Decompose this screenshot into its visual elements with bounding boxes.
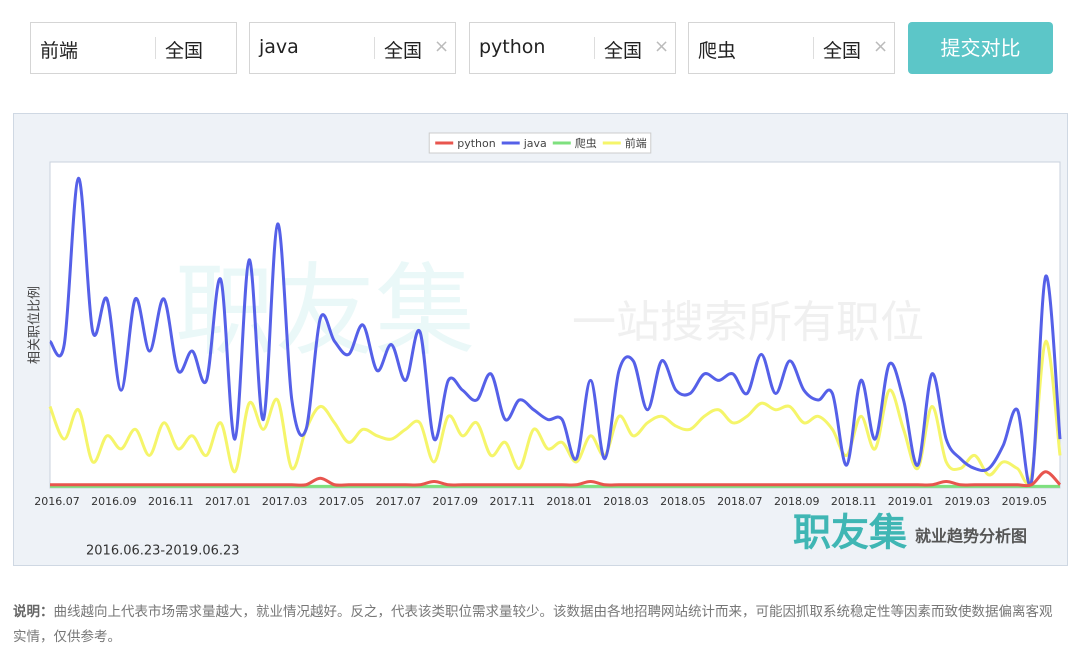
footnote-label: 说明：	[13, 604, 54, 620]
x-tick-label: 2018.01	[546, 495, 592, 508]
brand: 职友集	[793, 511, 907, 555]
x-tick-label: 2016.07	[34, 495, 80, 508]
footnote: 说明：曲线越向上代表市场需求量越大，就业情况越好。反之，代表该类职位需求量较少。…	[13, 600, 1063, 650]
brand-subtitle: 就业趋势分析图	[915, 527, 1027, 546]
x-tick-label: 2017.07	[376, 495, 422, 508]
remove-button[interactable]: ×	[434, 36, 450, 57]
search-box[interactable]: 爬虫 全国 ×	[688, 22, 895, 74]
region[interactable]: 全国	[384, 40, 423, 62]
submit-button[interactable]: 提交对比	[908, 22, 1053, 74]
keyword[interactable]: 前端	[40, 40, 79, 62]
separator	[594, 37, 595, 59]
separator	[374, 37, 375, 59]
series-line	[48, 339, 1062, 485]
x-tick-label: 2018.05	[660, 495, 706, 508]
x-tick-label: 2016.09	[91, 495, 137, 508]
footnote-text: 曲线越向上代表市场需求量越大，就业情况越好。反之，代表该类职位需求量较少。该数据…	[13, 604, 1053, 645]
legend-label: java	[523, 137, 547, 150]
keyword[interactable]: 爬虫	[698, 40, 737, 62]
x-tick-label: 2018.03	[603, 495, 649, 508]
keyword[interactable]: java	[259, 36, 299, 58]
separator	[155, 37, 156, 59]
x-tick-label: 2019.03	[945, 495, 991, 508]
series-line	[48, 176, 1062, 487]
region[interactable]: 全国	[823, 40, 862, 62]
search-box[interactable]: python 全国 ×	[469, 22, 676, 74]
region[interactable]: 全国	[165, 40, 204, 62]
x-tick-label: 2018.07	[717, 495, 763, 508]
region[interactable]: 全国	[604, 40, 643, 62]
x-tick-label: 2017.01	[205, 495, 251, 508]
separator	[813, 37, 814, 59]
legend-label: 爬虫	[575, 137, 597, 150]
x-tick-label: 2019.01	[888, 495, 934, 508]
search-box[interactable]: java 全国 ×	[249, 22, 456, 74]
x-tick-label: 2017.03	[262, 495, 308, 508]
legend: python java 爬虫 前端	[428, 132, 652, 154]
series-line	[50, 470, 1062, 488]
x-tick-label: 2017.11	[489, 495, 535, 508]
date-range: 2016.06.23-2019.06.23	[86, 544, 240, 559]
watermark-slogan: 一站搜索所有职位	[572, 297, 924, 348]
search-box[interactable]: 前端 全国	[30, 22, 237, 74]
legend-box	[428, 132, 652, 154]
y-axis-label: 相关职位比例	[28, 286, 43, 364]
series-layer	[48, 176, 1062, 488]
watermark: 职友集	[175, 252, 475, 369]
x-tick-label: 2018.11	[831, 495, 877, 508]
legend-label: python	[457, 137, 496, 150]
x-tick-label: 2017.05	[319, 495, 365, 508]
keyword[interactable]: python	[479, 36, 546, 58]
remove-button[interactable]: ×	[873, 36, 889, 57]
x-tick-label: 2018.09	[774, 495, 820, 508]
chart: 职友集 一站搜索所有职位 相关职位比例 2016.06.23-2019.06.2…	[13, 113, 1068, 566]
plot-area	[49, 161, 1061, 489]
x-tick-label: 2017.09	[433, 495, 479, 508]
remove-button[interactable]: ×	[654, 36, 670, 57]
x-tick-label: 2016.11	[148, 495, 194, 508]
x-tick-label: 2019.05	[1002, 495, 1048, 508]
legend-label: 前端	[625, 136, 647, 150]
